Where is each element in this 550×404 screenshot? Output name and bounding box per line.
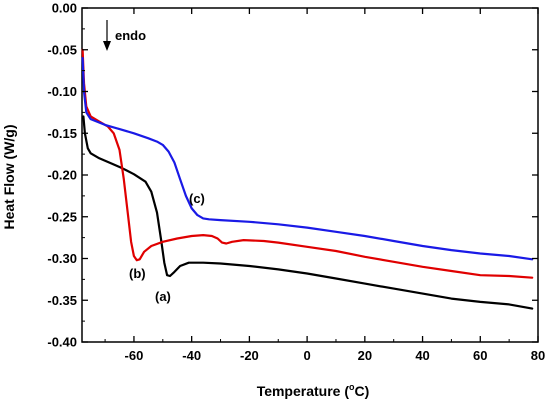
y-tick-label: -0.15 bbox=[47, 126, 77, 141]
x-tick-label: 0 bbox=[303, 348, 310, 363]
y-tick-label: -0.40 bbox=[47, 335, 77, 350]
curve-label-a: (a) bbox=[155, 289, 171, 304]
x-tick-label: -20 bbox=[240, 348, 259, 363]
curve-label-b: (b) bbox=[129, 266, 146, 281]
x-tick-label: 80 bbox=[531, 348, 545, 363]
series-line-a bbox=[82, 115, 534, 310]
plot-frame bbox=[81, 7, 539, 343]
x-tick-label: 20 bbox=[358, 348, 372, 363]
y-tick-label: 0.00 bbox=[52, 1, 77, 16]
x-tick-label: 40 bbox=[415, 348, 429, 363]
y-tick-label: -0.05 bbox=[47, 42, 77, 57]
x-tick-label: -40 bbox=[182, 348, 201, 363]
y-axis-title: Heat Flow (W/g) bbox=[1, 125, 17, 230]
y-tick-label: -0.30 bbox=[47, 251, 77, 266]
series-line-c bbox=[81, 57, 534, 261]
x-tick-label: 60 bbox=[473, 348, 487, 363]
axes: 0.00 -0.05 -0.10 -0.15 -0.20 -0.25 -0.30 -0.35 -… bbox=[47, 1, 545, 364]
annotations: endo (a) (b) (c) bbox=[103, 20, 205, 304]
x-axis-title: Temperature (oC) bbox=[257, 382, 370, 399]
y-tick-label: -0.20 bbox=[47, 168, 77, 183]
y-tick-label: -0.10 bbox=[47, 84, 77, 99]
endo-label: endo bbox=[115, 28, 146, 43]
y-tick-label: -0.35 bbox=[47, 293, 77, 308]
series-group bbox=[81, 48, 534, 310]
x-tick-label: -60 bbox=[125, 348, 144, 363]
curve-label-c: (c) bbox=[189, 191, 205, 206]
plot-area bbox=[81, 7, 539, 343]
y-tick-label: -0.25 bbox=[47, 209, 77, 224]
endo-arrow-head bbox=[103, 41, 111, 51]
series-line-b bbox=[81, 48, 534, 279]
